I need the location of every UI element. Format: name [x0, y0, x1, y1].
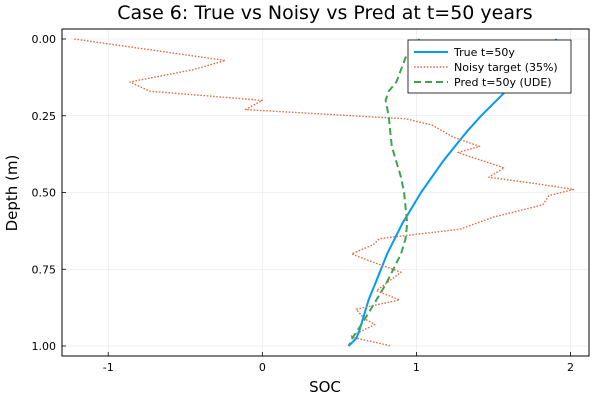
series-line-3	[347, 38, 421, 347]
y-tick-label: 0.75	[32, 263, 57, 276]
legend-label: Noisy target (35%)	[454, 61, 558, 74]
series-line-1	[347, 38, 558, 347]
legend-label: Pred t=50y (UDE)	[454, 76, 552, 89]
legend-box	[407, 39, 572, 94]
axis-ticks: -1 0 1 2 0.00 0.25 0.50 0.75 1.00	[32, 33, 575, 374]
y-tick-label: 0.25	[32, 110, 57, 123]
chart-title: Case 6: True vs Noisy vs Pred at t=50 ye…	[117, 2, 532, 24]
y-tick-label: 1.00	[32, 340, 57, 353]
x-axis-label: SOC	[309, 378, 341, 396]
legend-label: True t=50y	[453, 46, 515, 59]
x-tick-label: 0	[259, 361, 266, 374]
x-tick-label: 2	[567, 361, 574, 374]
y-tick-label: 0.50	[32, 187, 57, 200]
x-tick-label: -1	[103, 361, 114, 374]
x-tick-label: 1	[413, 361, 420, 374]
legend: True t=50y Noisy target (35%) Pred t=50y (…	[407, 39, 572, 94]
series-line-2	[74, 38, 575, 347]
series	[74, 38, 575, 347]
y-axis-label: Depth (m)	[3, 155, 21, 232]
y-tick-label: 0.00	[32, 33, 57, 46]
